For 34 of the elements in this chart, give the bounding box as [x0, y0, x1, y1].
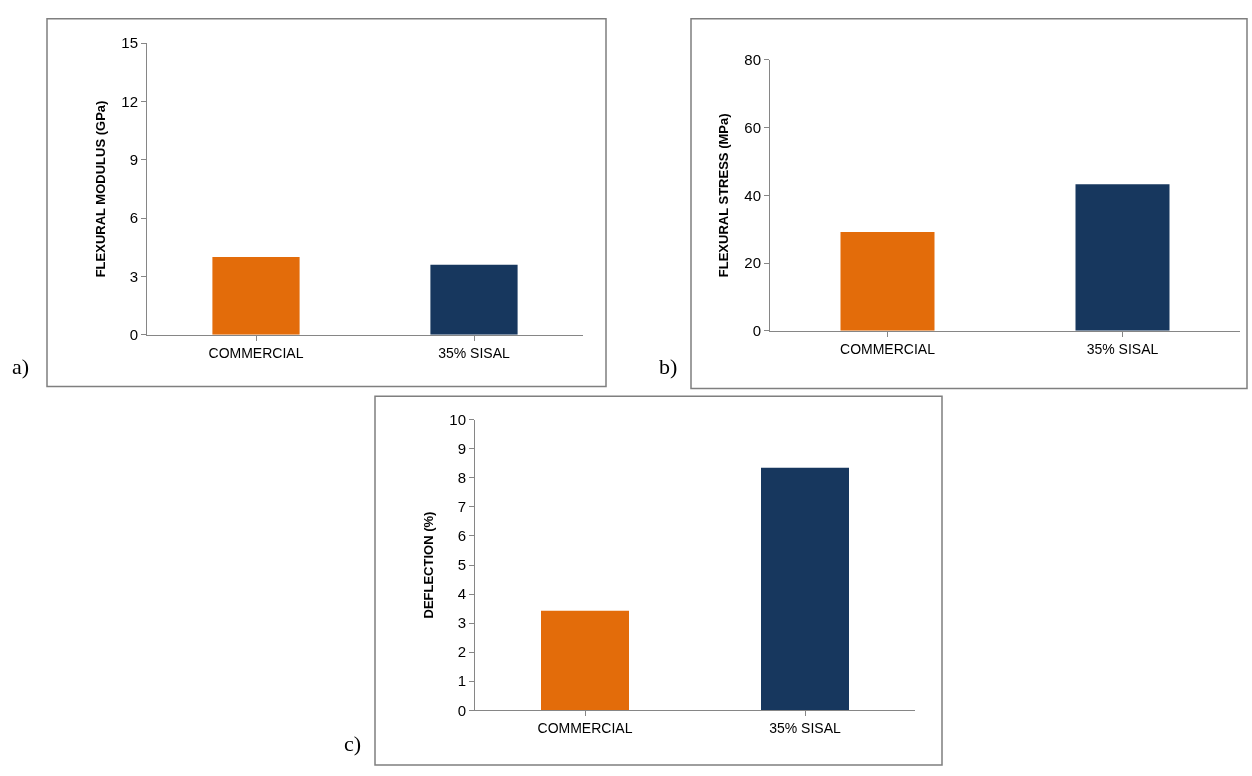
x-tick-label: COMMERCIAL: [208, 344, 304, 361]
x-tick-label: COMMERCIAL: [537, 720, 633, 737]
x-tick-label: COMMERCIAL: [840, 340, 936, 357]
y-tick-label: 12: [121, 92, 138, 110]
y-axis-title: DEFLECTION (%): [421, 511, 437, 619]
y-axis-title: FLEXURAL STRESS (MPa): [716, 113, 732, 278]
x-tick-label: 35% SISAL: [438, 344, 511, 361]
y-tick-label: 5: [457, 556, 466, 574]
y-tick-label: 6: [129, 209, 138, 227]
x-tick-label: 35% SISAL: [769, 720, 842, 737]
y-tick-label: 80: [744, 51, 761, 69]
y-tick-label: 0: [752, 322, 761, 340]
y-tick-label: 0: [129, 325, 138, 343]
y-tick-label: 0: [457, 701, 466, 719]
y-tick-label: 2: [457, 643, 466, 661]
y-tick-label: 1: [457, 672, 466, 690]
text: b): [659, 354, 678, 379]
text: a): [12, 354, 30, 379]
y-tick-label: 10: [449, 411, 466, 429]
y-tick-label: 20: [744, 254, 761, 272]
y-tick-label: 3: [457, 614, 466, 632]
y-tick-label: 9: [457, 440, 466, 458]
y-tick-label: 60: [744, 118, 761, 136]
y-tick-label: 40: [744, 186, 761, 204]
y-tick-label: 4: [457, 585, 466, 603]
y-tick-label: 3: [129, 267, 138, 285]
y-tick-label: 8: [457, 469, 466, 487]
x-tick-label: 35% SISAL: [1086, 340, 1159, 357]
y-tick-label: 15: [121, 34, 138, 52]
y-tick-label: 9: [129, 151, 138, 169]
text: c): [344, 731, 362, 756]
y-tick-label: 6: [457, 527, 466, 545]
y-axis-title: FLEXURAL MODULUS (GPa): [93, 100, 109, 278]
y-tick-label: 7: [457, 498, 466, 516]
